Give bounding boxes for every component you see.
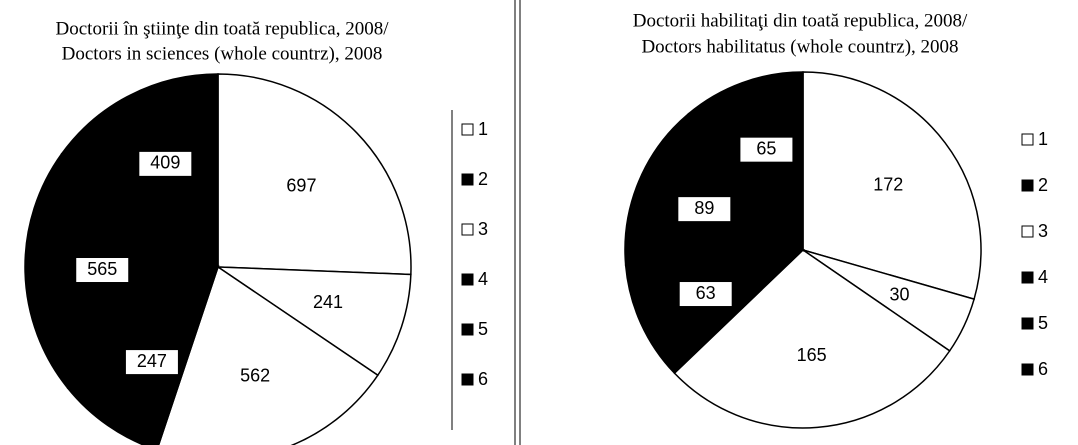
pie-slice bbox=[624, 112, 805, 267]
legend-label: 5 bbox=[1038, 313, 1048, 333]
legend-label: 1 bbox=[478, 119, 488, 139]
legend-swatch bbox=[1021, 133, 1034, 146]
label-box bbox=[679, 282, 732, 307]
label-box bbox=[139, 151, 192, 176]
pie-slice bbox=[157, 265, 379, 445]
pie-slice bbox=[215, 266, 412, 377]
legend-label: 4 bbox=[478, 269, 488, 289]
legend-swatch bbox=[1021, 271, 1034, 284]
legend-swatch bbox=[461, 323, 474, 336]
data-label: 409 bbox=[150, 153, 180, 173]
label-box bbox=[125, 350, 178, 375]
label-box bbox=[678, 197, 731, 222]
label-box bbox=[76, 258, 129, 283]
legend-swatch bbox=[461, 123, 474, 136]
chart-subtitle: Doctors in sciences (whole countrz), 200… bbox=[62, 43, 383, 64]
legend-label: 4 bbox=[1038, 267, 1048, 287]
pie-slice bbox=[217, 73, 412, 276]
legend-label: 1 bbox=[1038, 129, 1048, 149]
data-label: 63 bbox=[696, 283, 716, 303]
data-label: 30 bbox=[890, 284, 910, 304]
pie-slice bbox=[624, 249, 806, 375]
legend-label: 3 bbox=[1038, 221, 1048, 241]
legend-swatch bbox=[461, 173, 474, 186]
legend-label: 3 bbox=[478, 219, 488, 239]
legend-swatch bbox=[1021, 317, 1034, 330]
pie-slice bbox=[673, 249, 951, 429]
data-label: 65 bbox=[756, 138, 776, 158]
chart-title: Doctorii habilitaţi din toată republica,… bbox=[633, 10, 968, 31]
legend-swatch bbox=[1021, 363, 1034, 376]
label-box bbox=[740, 137, 793, 162]
pie-slice bbox=[802, 71, 982, 301]
data-label: 565 bbox=[87, 259, 117, 279]
legend-swatch bbox=[461, 373, 474, 386]
legend-swatch bbox=[461, 273, 474, 286]
data-label: 241 bbox=[313, 292, 343, 312]
legend-label: 6 bbox=[1038, 359, 1048, 379]
legend-swatch bbox=[1021, 179, 1034, 192]
data-label: 172 bbox=[873, 174, 903, 194]
legend-label: 2 bbox=[478, 169, 488, 189]
data-label: 89 bbox=[694, 198, 714, 218]
data-label: 697 bbox=[286, 175, 316, 195]
legend-swatch bbox=[461, 223, 474, 236]
legend-swatch bbox=[1021, 225, 1034, 238]
chart-title: Doctorii în ştiinţe din toată republica,… bbox=[56, 18, 390, 39]
data-label: 165 bbox=[797, 345, 827, 365]
chart-subtitle: Doctors habilitatus (whole countrz), 200… bbox=[641, 36, 958, 57]
legend-label: 6 bbox=[478, 369, 488, 389]
data-label: 247 bbox=[137, 351, 167, 371]
legend-label: 5 bbox=[478, 319, 488, 339]
legend-label: 2 bbox=[1038, 175, 1048, 195]
data-label: 562 bbox=[240, 365, 270, 385]
